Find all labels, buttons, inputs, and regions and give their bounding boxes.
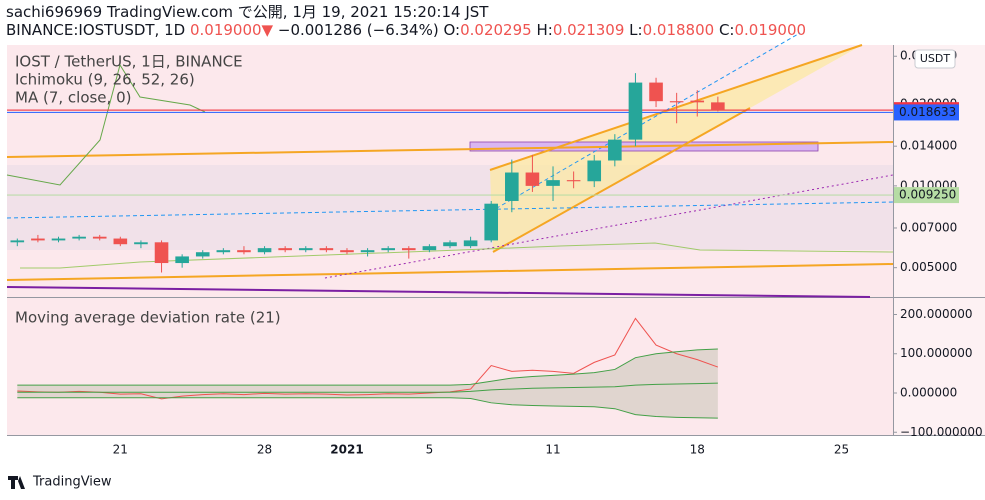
candle-body [422, 246, 437, 251]
channel-bottom [492, 107, 751, 253]
candle-body [649, 82, 663, 102]
lagging-span [6, 63, 206, 186]
trend-line [324, 174, 894, 279]
candle-body [216, 250, 231, 253]
candle-body [711, 102, 725, 111]
published: sachi696969 TradingView.com で公開, 1月 19, … [6, 3, 489, 21]
ohlc-key: H: [536, 21, 553, 39]
candle-body [669, 101, 684, 103]
x-tick-label: 21 [113, 443, 128, 457]
candle-body [10, 240, 25, 243]
candle-body [340, 250, 354, 253]
y-tick-label: 100.000000 [900, 346, 973, 360]
candle-body [113, 238, 128, 245]
y-tick-label: −100.000000 [900, 425, 983, 439]
candle-body [175, 256, 189, 264]
channel-top [489, 44, 863, 171]
candle-body [566, 180, 581, 182]
trend-line [6, 141, 894, 158]
unit-label: USDT [920, 52, 951, 65]
candle-body [443, 242, 457, 247]
candle-body [525, 172, 540, 186]
candle-body [546, 180, 560, 186]
change: −0.001286 (−6.34%) [277, 21, 439, 39]
cloud-edge [20, 242, 894, 269]
x-tick-label: 5 [426, 443, 434, 457]
candle-body [257, 248, 272, 253]
channel-mid [489, 32, 801, 213]
candle-body [134, 242, 148, 245]
y-tick-label: 0.005000 [900, 260, 957, 274]
brand: TradingView [32, 475, 112, 490]
band-fill [17, 349, 718, 419]
trend-line [6, 286, 871, 298]
price-label: 0.009250 [899, 188, 956, 202]
candle-body [484, 203, 499, 241]
candle-body [505, 172, 519, 201]
drawings [6, 32, 894, 298]
trend-line [6, 263, 894, 281]
y-tick-label: 0.000000 [900, 385, 957, 399]
series-line [17, 317, 719, 400]
series-line [17, 397, 718, 419]
cloud [7, 165, 893, 250]
candle-body [195, 252, 210, 257]
ohlc-key: O: [443, 21, 461, 39]
legend-entry: MA (7, close, 0) [15, 89, 131, 107]
arrow: ▼ [261, 21, 274, 39]
symbol: BINANCE:IOSTUSDT, 1D [6, 21, 186, 39]
candle-body [31, 238, 45, 241]
x-tick-label: 18 [690, 443, 705, 457]
sub-title: Moving average deviation rate (21) [15, 309, 281, 327]
candle-body [360, 250, 375, 253]
price-label-box [894, 187, 959, 204]
ohlc-value: 0.020295 [460, 21, 532, 39]
candle-body [690, 100, 705, 103]
candle-body [628, 82, 643, 140]
candle-body [463, 240, 478, 247]
ohlc-key: L: [629, 21, 643, 39]
candle-body [381, 248, 395, 251]
x-tick-label: 25 [834, 443, 849, 457]
quote-line: BINANCE:IOSTUSDT, 1D 0.019000▼ −0.001286… [6, 21, 806, 39]
trend-line [6, 201, 894, 219]
y-tick-label: 200.000000 [900, 307, 973, 321]
candle-body [278, 248, 292, 251]
x-tick-label: 28 [257, 443, 272, 457]
candle-body [154, 242, 169, 264]
header: sachi696969 TradingView.com で公開, 1月 19, … [6, 3, 806, 39]
unit-box [914, 49, 956, 69]
y-tick-label: 0.007000 [900, 220, 957, 234]
sub-pane [7, 298, 893, 435]
y-tick-label: 0.014000 [900, 139, 957, 153]
series-line [17, 348, 718, 386]
candle-body [72, 236, 86, 239]
series-line [17, 382, 718, 393]
candle-body [401, 248, 416, 251]
last-price: 0.019000 [189, 21, 262, 39]
candle-body [298, 248, 313, 251]
x-tick-label: 2021 [330, 443, 363, 457]
price-label-box [894, 104, 959, 121]
ohlc-value: 0.019000 [734, 21, 807, 39]
ohlc: O:0.020295 H:0.021309 L:0.018800 C:0.019… [444, 21, 807, 39]
ohlc-value: 0.021309 [552, 21, 625, 39]
candle-body [237, 250, 251, 253]
candle-body [319, 248, 334, 251]
candle-body [92, 236, 107, 239]
ohlc-key: C: [718, 21, 735, 39]
ohlc-value: 0.018800 [642, 21, 715, 39]
candle-body [587, 160, 602, 182]
logo: TradingView [8, 475, 112, 490]
x-tick-label: 11 [545, 443, 560, 457]
candle-body [608, 139, 622, 161]
price-label: 0.018633 [899, 105, 956, 119]
legend-entry: Ichimoku (9, 26, 52, 26) [15, 71, 195, 89]
logo-mark [8, 476, 25, 489]
legend-entry: IOST / TetherUS, 1日, BINANCE [15, 53, 243, 71]
candle-body [51, 238, 66, 241]
